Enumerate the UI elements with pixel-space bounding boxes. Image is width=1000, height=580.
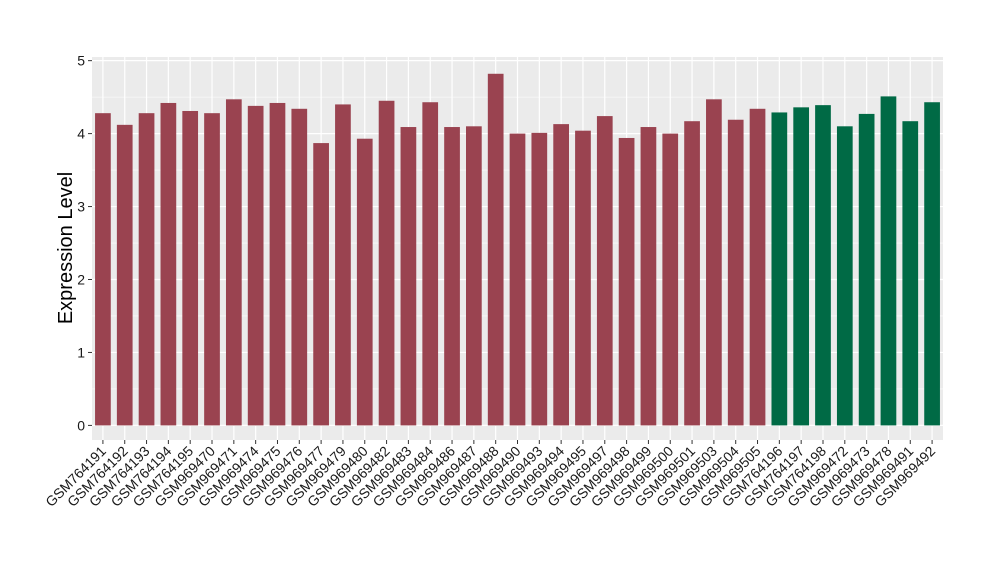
bar — [269, 102, 286, 426]
y-axis: 0 1 2 3 4 5 — [77, 53, 92, 433]
bar — [815, 105, 831, 426]
bar — [95, 113, 111, 426]
bar — [466, 126, 482, 426]
bar — [509, 133, 526, 426]
y-axis-title: Expression Level — [55, 172, 77, 324]
bar — [553, 124, 569, 426]
x-axis: GSM764191GSM764192GSM764193GSM764194GSM7… — [42, 440, 938, 510]
bar — [662, 133, 679, 426]
bar — [313, 143, 329, 426]
bar — [618, 137, 635, 426]
bar — [444, 127, 460, 426]
bar — [684, 121, 700, 426]
bar — [400, 127, 417, 426]
bar — [836, 126, 853, 426]
bar — [138, 113, 155, 426]
bar — [422, 102, 439, 426]
bar — [749, 108, 766, 426]
bar — [356, 138, 373, 426]
bar — [291, 108, 308, 426]
y-tick-label: 1 — [77, 344, 85, 360]
y-tick-label: 4 — [77, 126, 85, 142]
bar — [160, 102, 177, 426]
bar — [225, 99, 242, 426]
bar — [902, 121, 919, 426]
bar — [880, 96, 897, 426]
bar — [531, 132, 548, 426]
y-tick-label: 3 — [77, 199, 85, 215]
bar — [771, 112, 788, 426]
bars — [95, 73, 940, 426]
bar — [247, 105, 264, 426]
bar — [640, 127, 657, 426]
bar — [727, 119, 744, 426]
bar — [182, 110, 199, 426]
bar — [116, 124, 133, 426]
bar — [335, 104, 351, 426]
y-tick-label: 2 — [77, 272, 85, 288]
bar — [378, 100, 395, 426]
bar — [924, 102, 940, 426]
bar — [706, 99, 722, 426]
bar — [793, 107, 810, 426]
bar — [204, 113, 220, 426]
y-tick-label: 0 — [77, 417, 85, 433]
y-tick-label: 5 — [77, 53, 85, 69]
bar — [487, 73, 504, 426]
bar — [575, 130, 591, 426]
bar — [596, 116, 613, 426]
bar — [858, 113, 875, 426]
